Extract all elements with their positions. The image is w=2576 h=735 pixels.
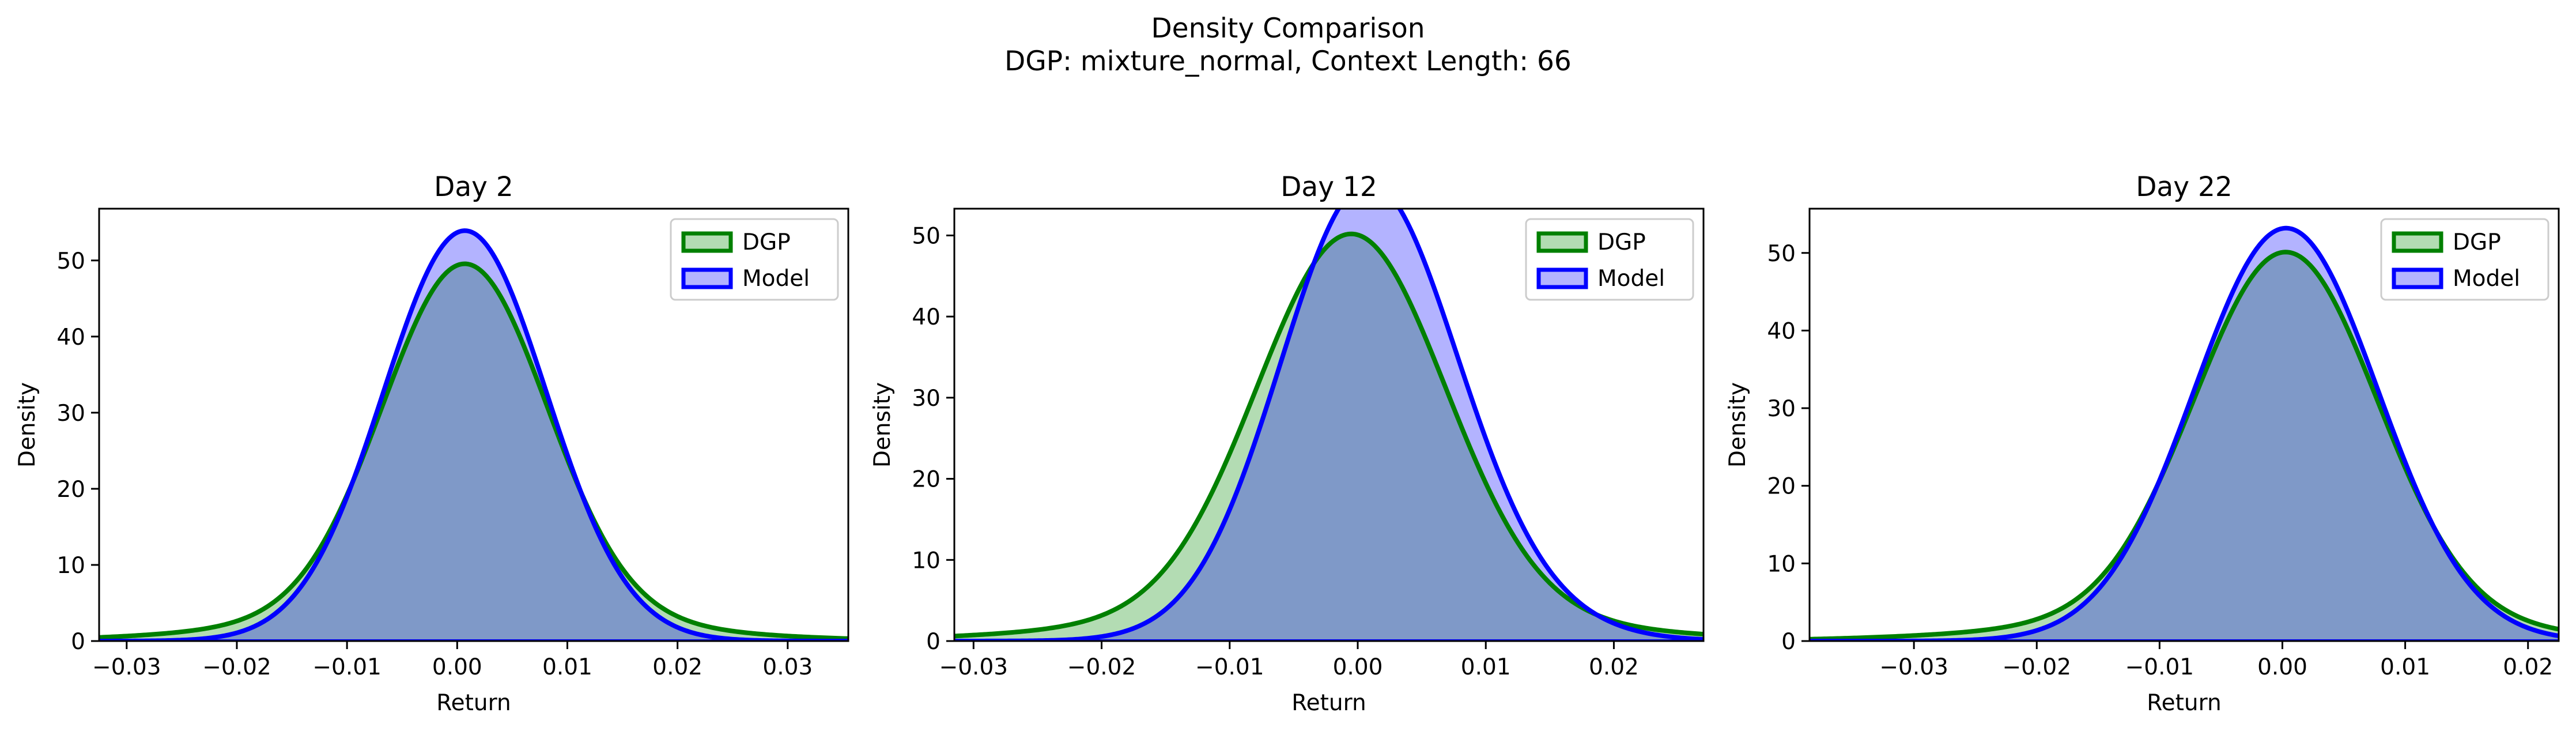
legend-swatch xyxy=(681,267,733,289)
x-tick-label: 0.03 xyxy=(762,654,813,680)
legend-swatch xyxy=(1536,231,1588,253)
y-tick-label: 10 xyxy=(56,553,85,579)
legend-swatch xyxy=(681,231,733,253)
y-axis-label: Density xyxy=(870,382,896,468)
legend-swatch xyxy=(1536,267,1588,289)
x-tick-label: 0.00 xyxy=(2257,654,2307,680)
legend-label: Model xyxy=(1597,266,1665,292)
x-axis-label: Return xyxy=(1291,690,1366,716)
x-tick-label: 0.01 xyxy=(542,654,592,680)
plot-area xyxy=(99,228,848,641)
y-axis-label: Density xyxy=(1725,382,1751,468)
y-tick-label: 0 xyxy=(1781,629,1796,655)
dgp-density-line xyxy=(99,261,848,641)
y-tick-label: 10 xyxy=(1767,551,1796,577)
legend-label: DGP xyxy=(742,229,791,255)
x-tick-label: 0.01 xyxy=(2380,654,2430,680)
legend-label: DGP xyxy=(2453,229,2501,255)
subplot-day-panel: Day 2 −0.03 −0.02 −0.01 0.00 0.01 0.02 0.03 0 10 2… xyxy=(14,171,849,716)
x-tick-label: 0.01 xyxy=(1461,654,1511,680)
overlap-density-fill xyxy=(99,263,848,641)
y-tick-label: 20 xyxy=(56,477,85,503)
x-tick-label: 0.00 xyxy=(1333,654,1383,680)
subplot-title: Day 12 xyxy=(1281,171,1377,203)
axes-frame xyxy=(1808,208,2560,642)
legend: DGP Model xyxy=(1525,218,1694,301)
y-axis-label: Density xyxy=(14,382,40,468)
y-tick-label: 40 xyxy=(912,304,940,330)
axes-frame xyxy=(98,208,849,642)
legend-swatch xyxy=(2392,231,2443,253)
x-tick-label: −0.02 xyxy=(1067,654,1136,680)
y-tick-label: 50 xyxy=(912,223,940,249)
subplot-day-panel: Day 22 −0.03 −0.02 −0.01 0.00 0.01 0.02 0 10 20 30… xyxy=(1725,171,2560,716)
subplot-day-panel: Day 12 −0.03 −0.02 −0.01 0.00 0.01 0.02 0 10 20 30… xyxy=(870,171,1705,716)
y-tick-label: 20 xyxy=(912,467,940,493)
x-tick-label: −0.01 xyxy=(312,654,382,680)
y-tick-label: 30 xyxy=(912,386,940,412)
legend: DGP Model xyxy=(2380,218,2549,301)
legend: DGP Model xyxy=(670,218,839,301)
x-tick-label: −0.03 xyxy=(92,654,161,680)
y-tick-label: 40 xyxy=(56,325,85,350)
x-axis-label: Return xyxy=(2147,690,2221,716)
subplot-panels: Day 2 −0.03 −0.02 −0.01 0.00 0.01 0.02 0.03 0 10 2… xyxy=(14,171,2560,716)
x-tick-label: 0.00 xyxy=(432,654,482,680)
x-tick-label: −0.01 xyxy=(1195,654,1264,680)
y-tick-label: 40 xyxy=(1767,318,1796,344)
y-tick-label: 10 xyxy=(912,548,940,574)
x-tick-label: −0.03 xyxy=(939,654,1009,680)
legend-swatch xyxy=(2392,267,2443,289)
legend-label: DGP xyxy=(1597,229,1646,255)
legend-label: Model xyxy=(742,266,810,292)
y-tick-label: 50 xyxy=(56,248,85,274)
overlap-density-fill xyxy=(954,233,1704,641)
x-tick-label: 0.02 xyxy=(652,654,702,680)
y-tick-label: 20 xyxy=(1767,474,1796,500)
x-tick-label: −0.02 xyxy=(202,654,271,680)
y-tick-label: 30 xyxy=(56,401,85,427)
model-density-line xyxy=(99,228,848,641)
axes-frame xyxy=(953,208,1705,642)
y-tick-label: 30 xyxy=(1767,396,1796,422)
y-tick-label: 0 xyxy=(926,629,940,655)
overlap-density-fill xyxy=(1810,252,2559,641)
subplot-title: Day 2 xyxy=(434,171,513,203)
figure-title-line1: Density Comparison xyxy=(1151,13,1425,44)
figure-title-line2: DGP: mixture_normal, Context Length: 66 xyxy=(1004,46,1572,77)
x-tick-label: −0.03 xyxy=(1879,654,1948,680)
subplot-title: Day 22 xyxy=(2136,171,2233,203)
y-tick-label: 50 xyxy=(1767,241,1796,267)
x-tick-label: −0.02 xyxy=(2003,654,2072,680)
dgp-density-line xyxy=(954,231,1704,639)
model-density-line xyxy=(954,209,1704,641)
x-tick-label: 0.02 xyxy=(1589,654,1639,680)
y-tick-label: 0 xyxy=(71,629,85,655)
x-axis-label: Return xyxy=(436,690,511,716)
x-tick-label: 0.02 xyxy=(2503,654,2553,680)
x-tick-label: −0.01 xyxy=(2125,654,2194,680)
legend-label: Model xyxy=(2453,266,2520,292)
plot-area xyxy=(954,209,1704,641)
